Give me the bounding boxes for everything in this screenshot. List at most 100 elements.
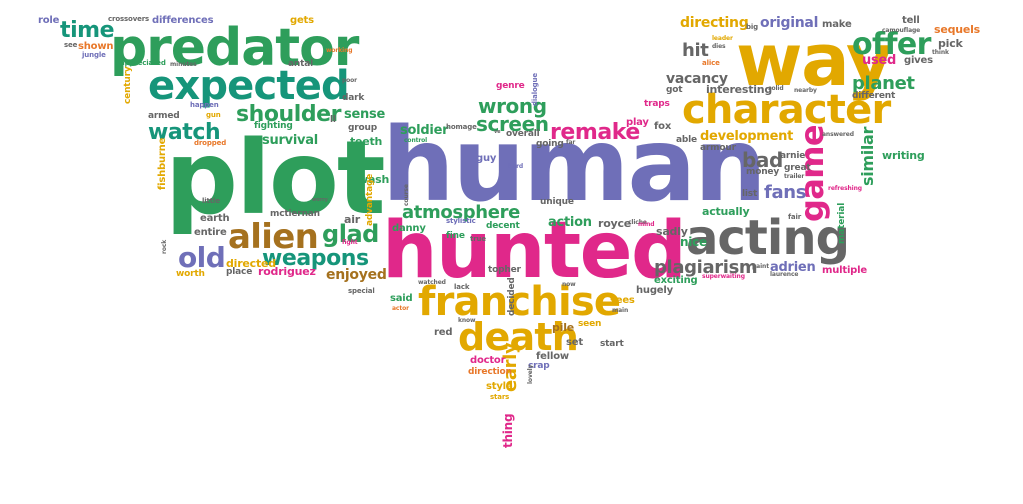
word-crap: crap	[528, 361, 550, 371]
word-fight: fight	[342, 239, 358, 246]
word-hugely: hugely	[636, 285, 673, 296]
word-fans: fans	[764, 182, 807, 203]
word-able: able	[676, 135, 697, 145]
word-remake: remake	[550, 120, 640, 145]
word-time: time	[60, 18, 115, 43]
word-stars: stars	[490, 393, 510, 401]
word-action: action	[548, 215, 592, 230]
word-hit: hit	[682, 40, 709, 61]
word-refreshing: refreshing	[828, 185, 862, 192]
word-dropped: dropped	[194, 139, 227, 147]
word-franchise: franchise	[418, 279, 621, 325]
word-dark: dark	[342, 93, 365, 103]
word-shoulder: shoulder	[236, 102, 342, 127]
word-decent: decent	[486, 221, 520, 231]
word-predator: predator	[110, 18, 359, 78]
word-advantage: advantage	[365, 173, 375, 226]
word-laurence: laurence	[770, 271, 799, 278]
word-working: working	[326, 47, 353, 54]
word-red: red	[434, 327, 453, 338]
word-sees: sees	[610, 295, 635, 306]
word-solid: solid	[768, 85, 784, 92]
word-gets: gets	[290, 15, 314, 26]
word-jungle: jungle	[82, 51, 106, 59]
word-sadly: sadly	[656, 225, 688, 238]
word-original: original	[760, 15, 819, 31]
word-control: control	[404, 137, 428, 144]
word-plagiarism: plagiarism	[654, 257, 758, 278]
word-mind: mind	[638, 221, 655, 228]
word-decided: decided	[507, 277, 517, 316]
word-air: air	[344, 213, 360, 226]
word-danny: danny	[392, 223, 426, 234]
word-homage: homage	[446, 123, 477, 131]
word-soldier: soldier	[400, 123, 449, 138]
word-rock: rock	[161, 239, 168, 254]
word-royce: royce	[598, 217, 632, 230]
word-genre: genre	[496, 81, 525, 91]
word-place: place	[226, 267, 253, 277]
word-fair: fair	[788, 213, 802, 221]
word-actor: actor	[392, 305, 409, 312]
word-plot: plot	[165, 119, 386, 238]
word-adrien: adrien	[770, 260, 816, 275]
word-acting: acting	[686, 210, 850, 266]
word-main: main	[612, 307, 629, 314]
word-actually: actually	[702, 205, 750, 218]
word-armour: armour	[700, 143, 736, 153]
word-dialogue: dialogue	[531, 73, 539, 106]
word-exciting: exciting	[654, 275, 698, 286]
word-play: play	[626, 117, 649, 128]
word-doctor: doctor	[470, 355, 506, 366]
word-pick: pick	[938, 37, 963, 50]
word-money: money	[746, 167, 780, 177]
word-arnie: arnie	[780, 151, 806, 161]
word-special: special	[348, 287, 375, 295]
word-gun: gun	[206, 111, 221, 119]
word-vacancy: vacancy	[666, 71, 728, 87]
word-hard: hard	[508, 163, 524, 170]
word-unique: unique	[540, 197, 574, 207]
word-nearby: nearby	[794, 87, 817, 94]
word-leader: leader	[712, 35, 733, 42]
word-rodriguez: rodriguez	[258, 265, 316, 278]
word-death: death	[458, 315, 579, 359]
word-worry: worry	[312, 197, 328, 203]
word-wash: wash	[358, 173, 390, 186]
word-armed: armed	[148, 111, 180, 121]
word-little: little	[202, 197, 220, 205]
word-weapons: weapons	[262, 246, 369, 271]
word-see: see	[64, 41, 78, 49]
word-hunted: hunted	[382, 206, 687, 296]
word-paint: paint	[752, 263, 769, 270]
word-mctiernan: mctiernan	[270, 209, 320, 219]
word-said: said	[390, 293, 413, 304]
word-pile: pile	[552, 321, 574, 334]
word-cliche: cliche	[628, 219, 647, 226]
word-true: true	[470, 235, 486, 243]
word-bad: bad	[742, 148, 783, 172]
word-know: know	[458, 317, 476, 324]
word-multiple: multiple	[822, 265, 867, 276]
word-traps: traps	[644, 99, 670, 109]
word-style: style	[486, 381, 513, 392]
word-topher: topher	[488, 265, 521, 275]
word-great: great	[784, 163, 811, 173]
word-crossovers: crossovers	[108, 15, 150, 23]
word-ve: ve	[494, 129, 501, 135]
word-enjoyed: enjoyed	[326, 267, 387, 283]
word-used: used	[862, 53, 897, 68]
word-direction: direction	[468, 367, 512, 377]
word-alien: alien	[228, 217, 319, 257]
word-human: human	[382, 106, 767, 225]
word-poor: poor	[342, 77, 358, 84]
word-teeth: teeth	[350, 135, 383, 148]
word-different: different	[852, 91, 896, 101]
word-shown: shown	[78, 41, 114, 52]
word-character: character	[682, 87, 891, 133]
word-old: old	[178, 241, 226, 274]
word-big: big	[746, 23, 759, 31]
word-watched: watched	[418, 279, 446, 286]
word-make: make	[822, 19, 852, 30]
word-sense: sense	[344, 107, 386, 122]
